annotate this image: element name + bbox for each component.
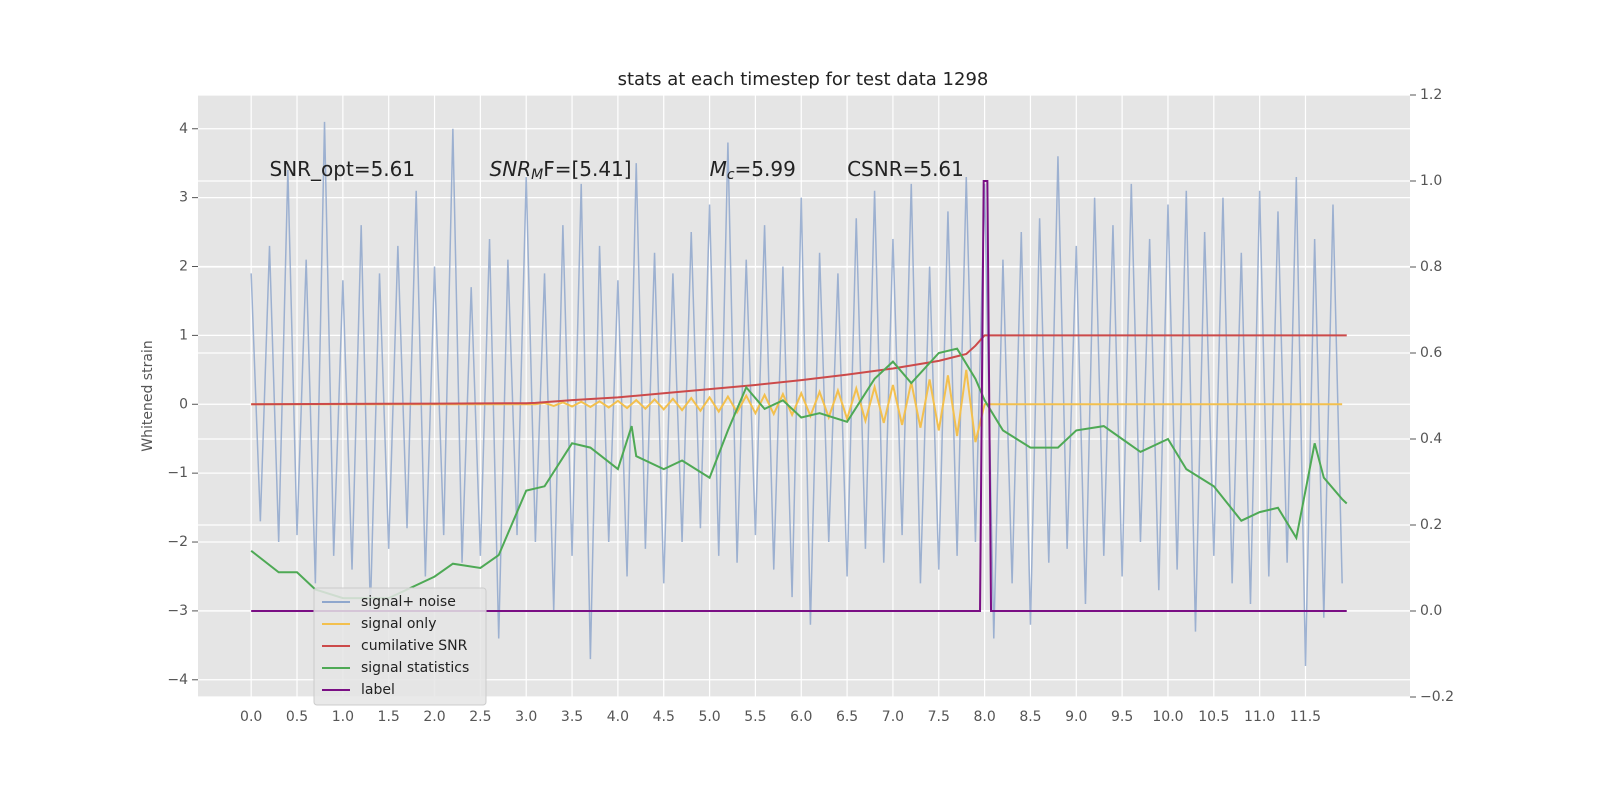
x-tick-label: 2.0 <box>423 709 445 725</box>
legend-label: signal statistics <box>361 660 469 676</box>
annotation-main: M <box>710 157 727 181</box>
series-line <box>251 180 1347 612</box>
x-tick-label: 4.5 <box>653 709 675 725</box>
x-tick-label: 9.0 <box>1065 709 1087 725</box>
annotation: Mc=5.99 <box>710 157 796 184</box>
annotation-text: CSNR=5.61 <box>847 157 964 181</box>
annotation: CSNR=5.61 <box>847 157 964 181</box>
x-tick-label: 3.5 <box>561 709 583 725</box>
x-tick-label: 7.0 <box>882 709 904 725</box>
annotation: SNRMF=[5.41] <box>490 157 632 184</box>
annotation-sub: M <box>531 167 543 183</box>
y2-tick-label: 0.6 <box>1420 345 1442 361</box>
y-tick-label: −2 <box>167 534 188 550</box>
legend-label: signal+ noise <box>361 594 456 610</box>
y-tick-label: 0 <box>179 396 188 412</box>
chart-title: stats at each timestep for test data 129… <box>618 69 989 90</box>
x-tick-label: 6.0 <box>790 709 812 725</box>
annotation-main: SNR <box>490 157 532 181</box>
y-axis-label: Whitened strain <box>140 340 156 451</box>
y2-tick-label: 1.0 <box>1420 173 1442 189</box>
x-tick-label: 5.5 <box>744 709 766 725</box>
x-tick-label: 2.5 <box>469 709 491 725</box>
y2-tick-label: 0.8 <box>1420 259 1442 275</box>
x-tick-label: 8.0 <box>973 709 995 725</box>
y-tick-label: 2 <box>179 259 188 275</box>
legend-label: signal only <box>361 616 436 632</box>
y-tick-label: 4 <box>179 121 188 137</box>
x-tick-label: 1.5 <box>378 709 400 725</box>
x-tick-label: 3.0 <box>515 709 537 725</box>
y-tick-label: −4 <box>167 672 188 688</box>
annotation-after: =5.99 <box>735 157 796 181</box>
x-tick-label: 9.5 <box>1111 709 1133 725</box>
legend-label: cumilative SNR <box>361 638 468 654</box>
x-tick-label: 11.5 <box>1290 709 1321 725</box>
x-tick-label: 0.5 <box>286 709 308 725</box>
y2-tick-label: 1.2 <box>1420 87 1442 103</box>
legend-box <box>313 587 487 706</box>
y2-tick-label: −0.2 <box>1420 689 1454 705</box>
y-tick-label: −3 <box>167 603 188 619</box>
x-tick-label: 10.5 <box>1198 709 1229 725</box>
y-tick-label: 1 <box>179 327 188 343</box>
y2-tick-label: 0.4 <box>1420 431 1442 447</box>
annotation-text: SNR_opt=5.61 <box>270 157 416 181</box>
series-line <box>250 347 1348 600</box>
x-tick-label: 8.5 <box>1019 709 1041 725</box>
series-line <box>251 334 1347 406</box>
x-tick-label: 7.5 <box>928 709 950 725</box>
x-tick-label: 10.0 <box>1152 709 1183 725</box>
annotation-after: F=[5.41] <box>543 157 631 181</box>
legend-label: label <box>361 682 395 698</box>
x-tick-label: 6.5 <box>836 709 858 725</box>
x-tick-label: 1.0 <box>332 709 354 725</box>
series-line <box>250 121 1343 667</box>
y-tick-label: 3 <box>179 190 188 206</box>
x-tick-label: 4.0 <box>607 709 629 725</box>
x-tick-label: 0.0 <box>240 709 262 725</box>
annotation: SNR_opt=5.61 <box>270 157 416 181</box>
x-tick-label: 5.0 <box>698 709 720 725</box>
x-tick-label: 11.0 <box>1244 709 1275 725</box>
y2-tick-label: 0.0 <box>1420 603 1442 619</box>
y2-tick-label: 0.2 <box>1420 517 1442 533</box>
y-tick-label: −1 <box>167 465 188 481</box>
annotation-sub: c <box>727 167 735 183</box>
